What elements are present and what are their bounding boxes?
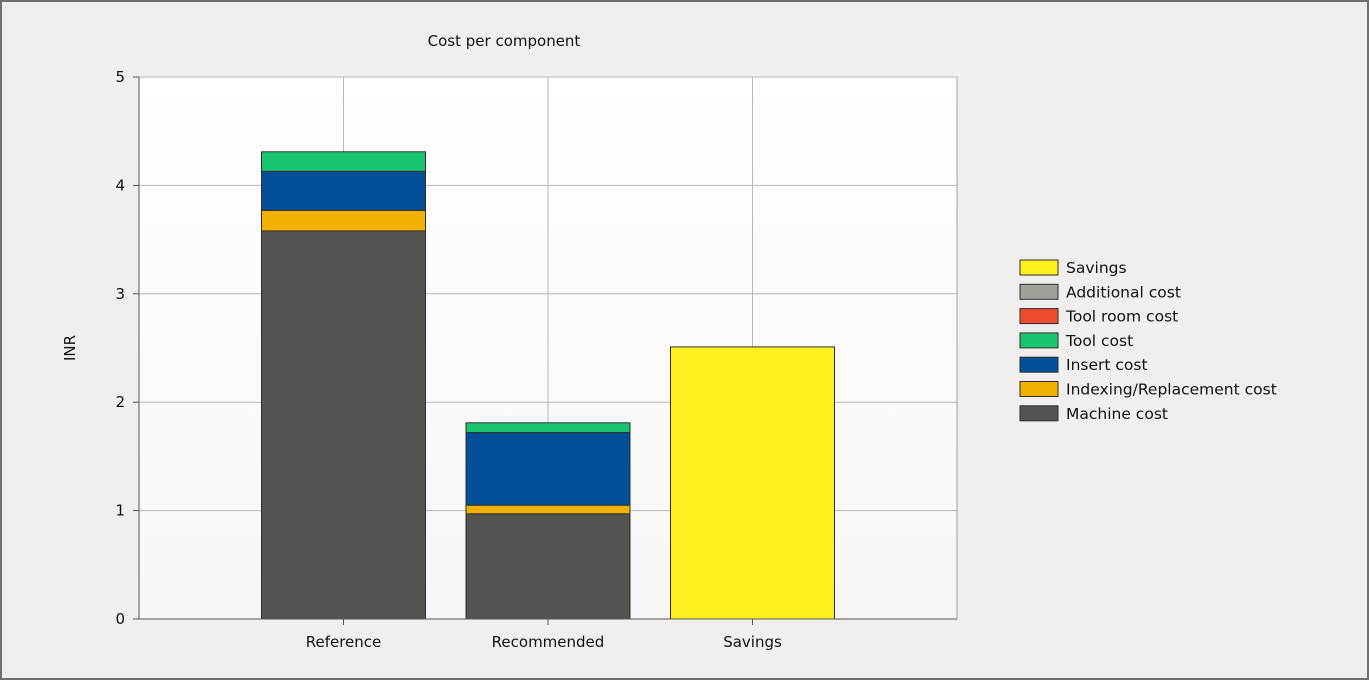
- legend-swatch: [1019, 332, 1059, 349]
- legend-swatch: [1019, 405, 1059, 422]
- legend-item: Savings: [1019, 259, 1127, 277]
- legend-swatch: [1019, 381, 1059, 397]
- y-tick-label: 4: [115, 176, 125, 194]
- bars-layer: [261, 151, 835, 620]
- bar-segment: [261, 170, 426, 211]
- legend-item: Indexing/Replacement cost: [1019, 381, 1277, 399]
- x-tick-label: Recommended: [492, 633, 605, 651]
- bar-segment: [261, 209, 426, 232]
- legend-label: Indexing/Replacement cost: [1066, 381, 1277, 399]
- y-axis-label: INR: [61, 335, 79, 361]
- legend-label: Tool room cost: [1065, 308, 1178, 326]
- legend-swatch: [1019, 356, 1059, 373]
- bar-segment: [465, 513, 631, 620]
- axes-layer: 0 1 2 3 4 5 Reference Recommended Savings: [115, 68, 958, 651]
- labels-layer: Cost per component INR: [61, 32, 580, 361]
- y-tick-label: 2: [115, 393, 125, 411]
- bar-segment: [465, 422, 631, 434]
- legend-label: Insert cost: [1066, 356, 1148, 374]
- bar-segment: [261, 151, 426, 172]
- bar-segment: [670, 346, 835, 620]
- y-tick-label: 0: [115, 610, 125, 628]
- bar-segment: [465, 432, 631, 506]
- legend-swatch: [1019, 259, 1059, 276]
- legend-item: Insert cost: [1019, 356, 1148, 374]
- legend-label: Machine cost: [1066, 405, 1168, 423]
- legend-swatch: [1019, 283, 1059, 300]
- bar-segment: [261, 230, 426, 620]
- x-tick-label: Savings: [723, 633, 782, 651]
- chart-title: Cost per component: [428, 32, 581, 50]
- legend-swatch: [1019, 308, 1059, 325]
- x-tick-label: Reference: [306, 633, 382, 651]
- legend-item: Additional cost: [1019, 283, 1181, 301]
- y-tick-label: 3: [115, 285, 125, 303]
- legend-item: Tool room cost: [1019, 308, 1178, 326]
- legend-label: Tool cost: [1065, 332, 1133, 350]
- y-tick-label: 1: [115, 502, 125, 520]
- legend-item: Machine cost: [1019, 405, 1168, 423]
- y-tick-label: 5: [115, 68, 125, 86]
- legend: Savings Additional cost Tool room cost Tool…: [1019, 259, 1277, 423]
- legend-label: Additional cost: [1066, 283, 1181, 301]
- bar-segment: [465, 504, 631, 515]
- legend-item: Tool cost: [1019, 332, 1133, 350]
- legend-label: Savings: [1066, 259, 1127, 277]
